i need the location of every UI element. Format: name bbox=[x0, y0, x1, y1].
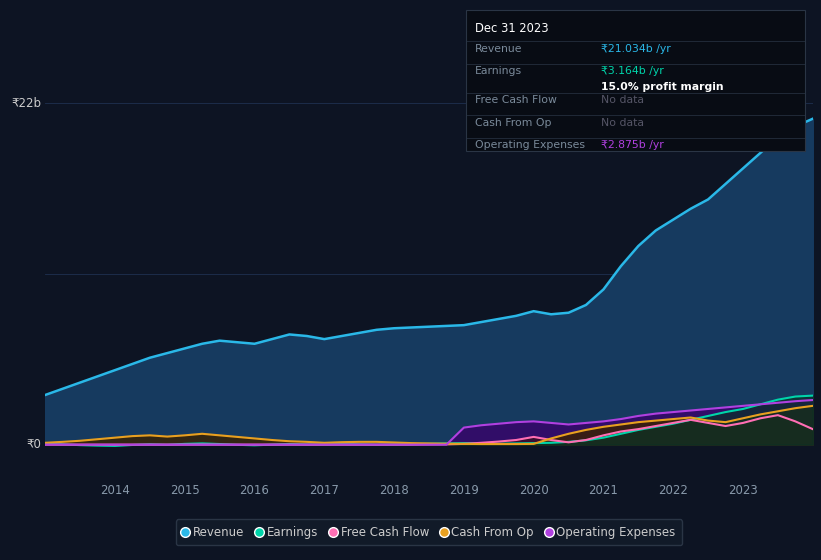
Text: Cash From Op: Cash From Op bbox=[475, 118, 552, 128]
Text: Earnings: Earnings bbox=[475, 66, 522, 76]
Text: Free Cash Flow: Free Cash Flow bbox=[475, 95, 557, 105]
Text: Revenue: Revenue bbox=[475, 44, 523, 54]
Text: No data: No data bbox=[601, 95, 644, 105]
Text: ₹22b: ₹22b bbox=[11, 97, 41, 110]
Legend: Revenue, Earnings, Free Cash Flow, Cash From Op, Operating Expenses: Revenue, Earnings, Free Cash Flow, Cash … bbox=[176, 520, 682, 545]
Text: Dec 31 2023: Dec 31 2023 bbox=[475, 22, 549, 35]
Text: 15.0% profit margin: 15.0% profit margin bbox=[601, 82, 723, 92]
Text: ₹0: ₹0 bbox=[26, 438, 41, 451]
Text: Operating Expenses: Operating Expenses bbox=[475, 140, 585, 150]
Text: ₹21.034b /yr: ₹21.034b /yr bbox=[601, 44, 671, 54]
Text: ₹2.875b /yr: ₹2.875b /yr bbox=[601, 140, 663, 150]
Text: ₹3.164b /yr: ₹3.164b /yr bbox=[601, 66, 663, 76]
Text: No data: No data bbox=[601, 118, 644, 128]
